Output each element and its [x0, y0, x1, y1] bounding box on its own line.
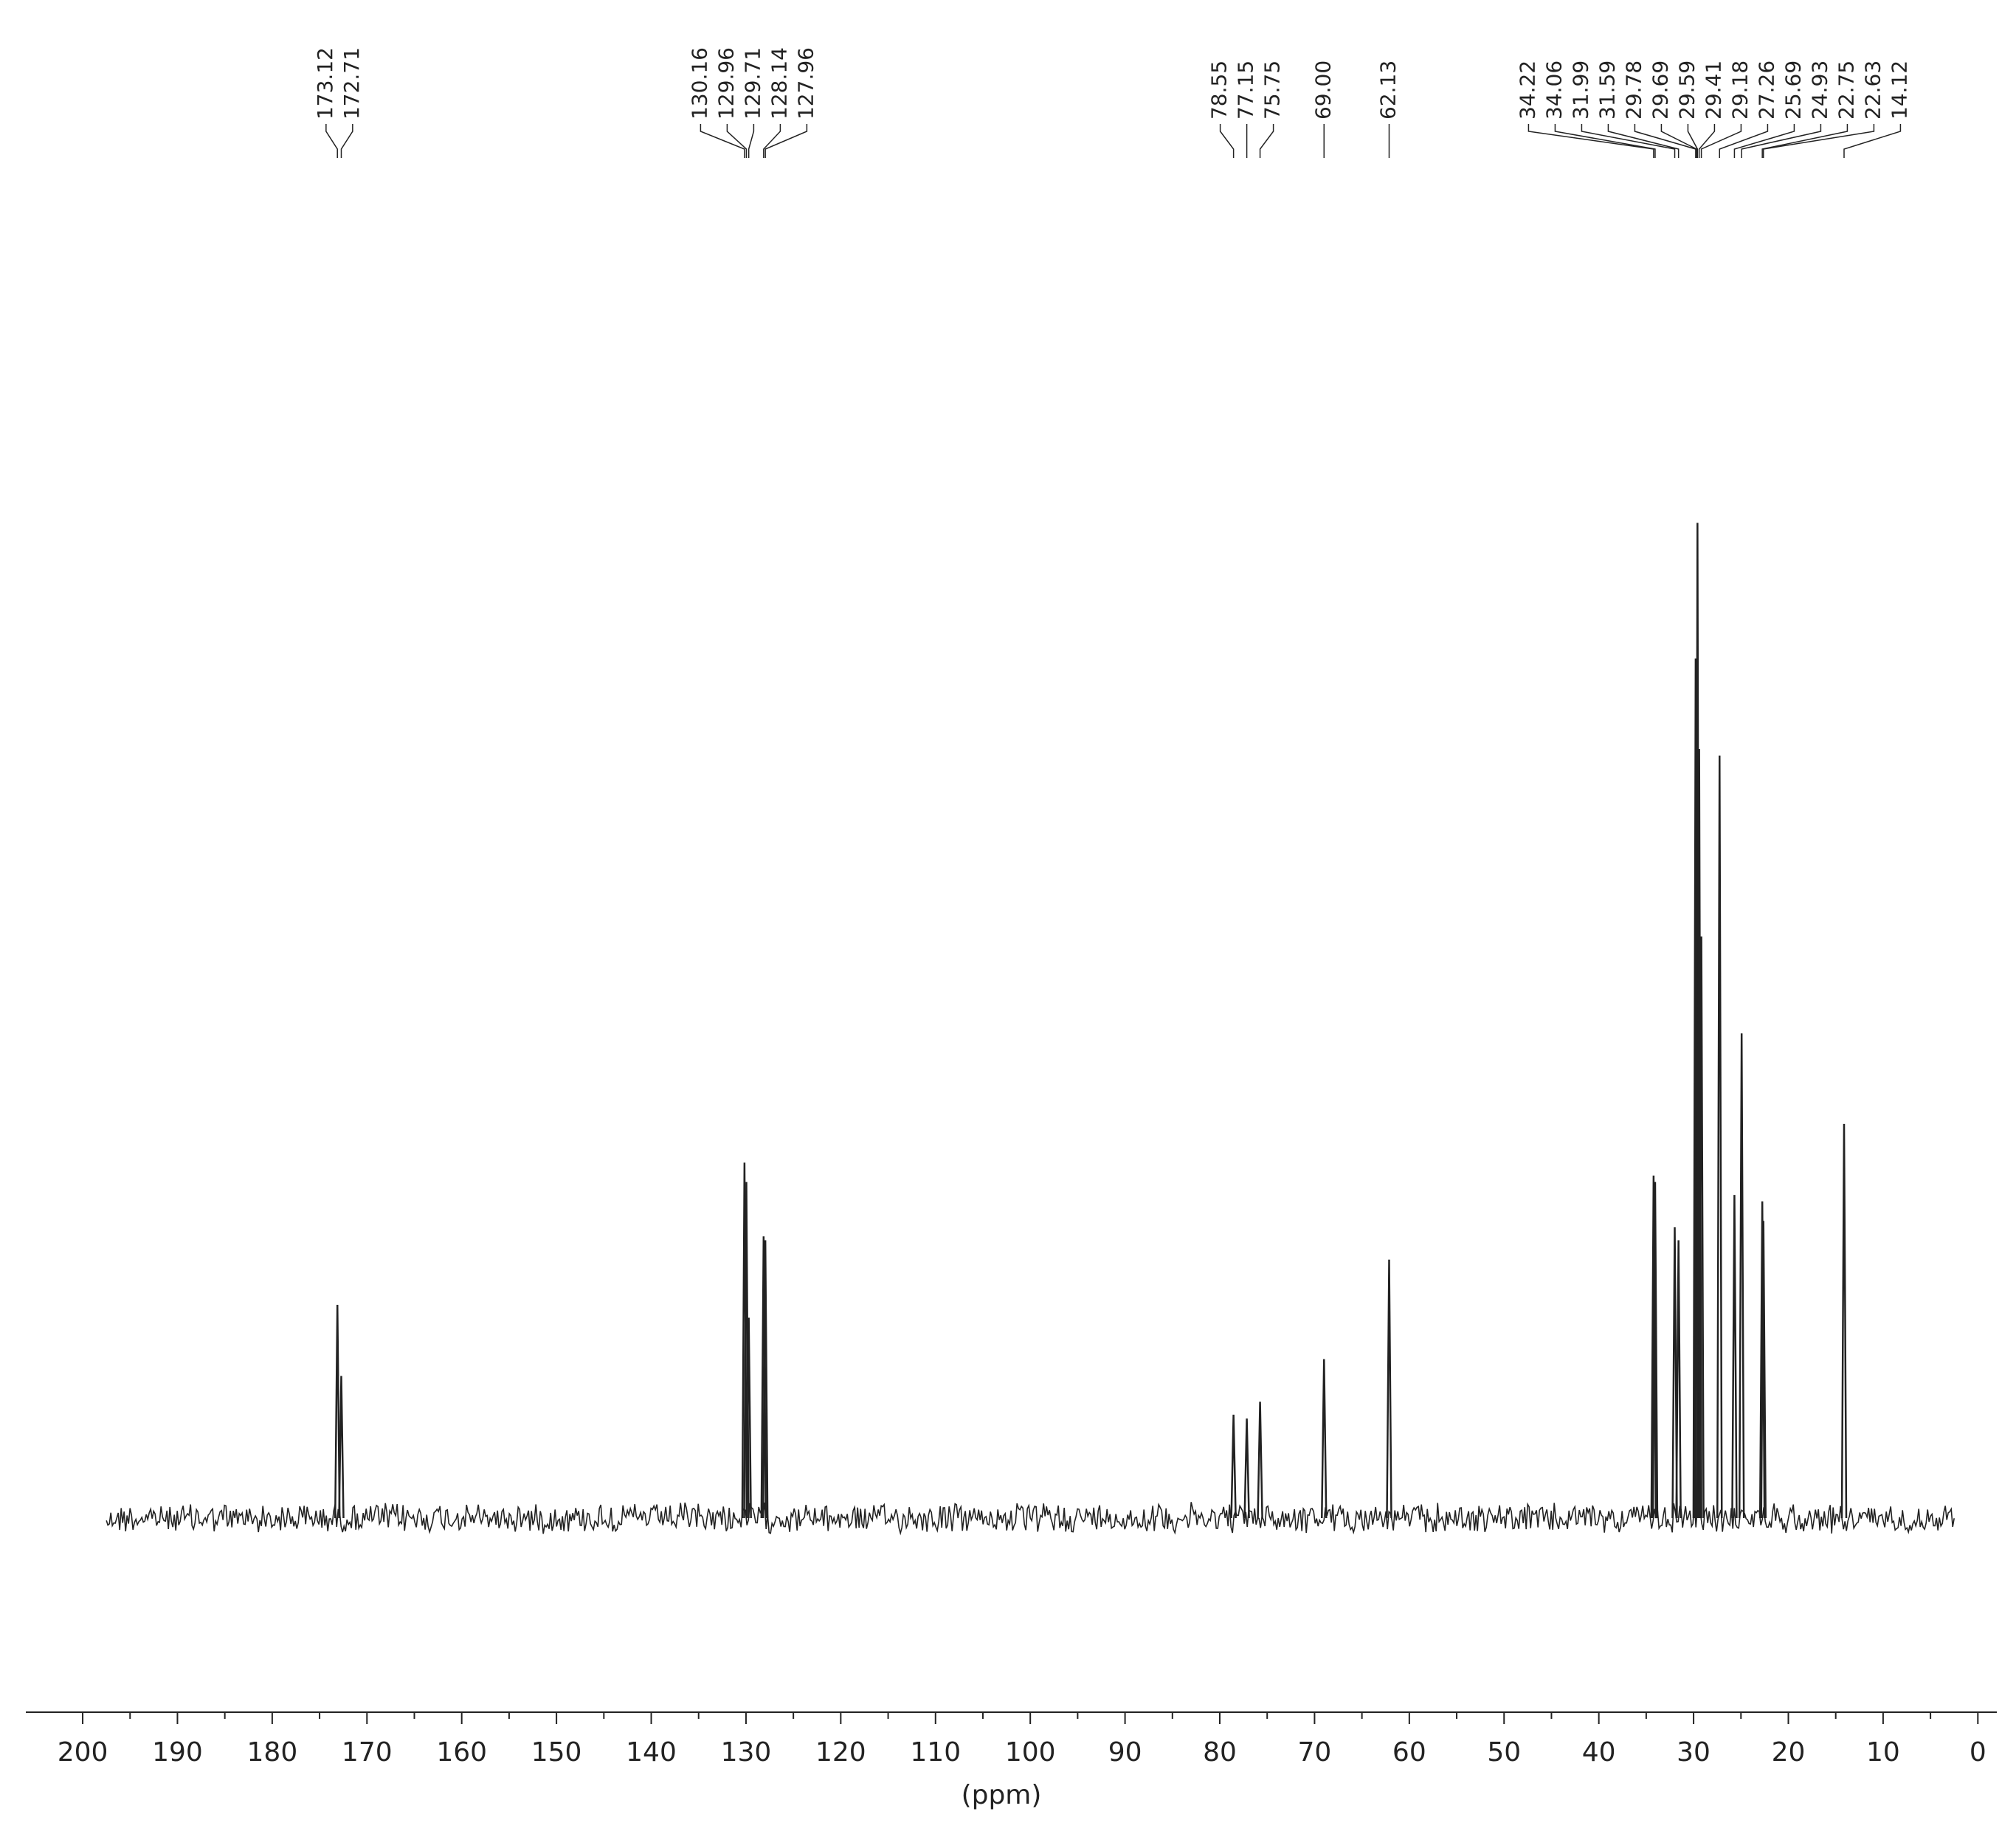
- x-tick-label: 10: [1866, 1737, 1900, 1768]
- peak-label: 29.59: [1674, 61, 1699, 120]
- peak-label-connector: [1733, 124, 1795, 158]
- peak: [1675, 1240, 1682, 1519]
- peak: [1321, 1359, 1328, 1519]
- x-tick-label: 160: [436, 1737, 487, 1768]
- peak: [1257, 1401, 1263, 1519]
- peak: [1738, 1033, 1745, 1519]
- peak-label-connector: [763, 124, 781, 158]
- peak-label-connector: [748, 124, 755, 158]
- peak-label-connector: [1698, 124, 1716, 158]
- x-tick-label: 30: [1677, 1737, 1711, 1768]
- peak-label-connector: [1634, 124, 1696, 158]
- peak-label: 29.18: [1727, 61, 1752, 120]
- x-tick-label: 180: [247, 1737, 298, 1768]
- peak-label: 34.06: [1542, 61, 1566, 120]
- peak-label-connector: [1581, 124, 1676, 158]
- peak-label-connector: [1259, 124, 1274, 158]
- baseline-noise: [106, 1502, 1955, 1536]
- peak: [1243, 1418, 1250, 1519]
- peak-label-connector: [764, 124, 808, 158]
- peak: [1651, 1182, 1659, 1519]
- peak-label-connector: [700, 124, 745, 158]
- peak-label-connector: [340, 124, 353, 158]
- peak: [762, 1240, 769, 1519]
- x-tick-label: 130: [721, 1737, 772, 1768]
- peak: [1230, 1414, 1237, 1519]
- peak-label-connector: [325, 124, 338, 158]
- peak-label-connector: [1761, 124, 1848, 158]
- peak-label: 127.96: [793, 47, 818, 120]
- x-tick-label: 170: [342, 1737, 393, 1768]
- peak: [338, 1376, 345, 1519]
- peak-label-connector: [726, 124, 748, 158]
- x-tick-label: 140: [626, 1737, 677, 1768]
- peak: [1698, 936, 1705, 1519]
- peak: [1694, 523, 1701, 1519]
- peak-label: 14.12: [1887, 61, 1911, 120]
- x-tick-label: 40: [1582, 1737, 1616, 1768]
- x-axis-label: (ppm): [962, 1780, 1042, 1810]
- peak: [1650, 1175, 1657, 1519]
- x-tick-label: 120: [815, 1737, 866, 1768]
- peak-label: 29.78: [1621, 61, 1646, 120]
- peak: [741, 1162, 748, 1519]
- peak-label: 128.14: [767, 47, 791, 120]
- peak-label: 22.63: [1860, 61, 1885, 120]
- peak-label: 172.71: [339, 47, 364, 120]
- peak-label: 173.12: [313, 47, 337, 120]
- peak-label-connector: [1554, 124, 1656, 158]
- x-tick-label: 70: [1298, 1737, 1332, 1768]
- peak-label-connector: [1660, 124, 1697, 158]
- peak-label: 25.69: [1781, 61, 1805, 120]
- peak-label: 69.00: [1311, 61, 1335, 120]
- peak-label: 62.13: [1375, 61, 1400, 120]
- peak-label: 27.26: [1754, 61, 1778, 120]
- peak-label-connector: [1219, 124, 1235, 158]
- peak-label: 22.75: [1834, 61, 1858, 120]
- peak: [745, 1317, 752, 1519]
- peak-label-connector: [1607, 124, 1680, 158]
- peak-label: 129.96: [714, 47, 738, 120]
- x-tick-label: 100: [1005, 1737, 1056, 1768]
- x-tick-label: 150: [531, 1737, 582, 1768]
- peak-label-connector: [1719, 124, 1769, 158]
- peak-label: 24.93: [1807, 61, 1832, 120]
- peak-label: 29.69: [1648, 61, 1672, 120]
- x-tick-label: 80: [1203, 1737, 1237, 1768]
- x-tick-label: 60: [1392, 1737, 1426, 1768]
- x-tick-label: 90: [1108, 1737, 1142, 1768]
- peak-label: 31.99: [1568, 61, 1592, 120]
- peak-label-connector: [1700, 124, 1742, 158]
- x-tick-label: 200: [58, 1737, 108, 1768]
- peak-label: 130.16: [687, 47, 711, 120]
- x-tick-label: 0: [1970, 1737, 1986, 1768]
- x-tick-label: 20: [1772, 1737, 1806, 1768]
- peak-label-connector: [1762, 124, 1875, 158]
- peak: [1731, 1195, 1738, 1519]
- peak-label: 31.59: [1595, 61, 1619, 120]
- peak-label: 75.75: [1260, 61, 1285, 120]
- x-tick-label: 50: [1487, 1737, 1521, 1768]
- peak-label: 29.41: [1701, 61, 1725, 120]
- peak: [1840, 1123, 1848, 1519]
- peak-label: 34.22: [1515, 61, 1539, 120]
- peak-label-connector: [1687, 124, 1699, 158]
- peak: [1386, 1259, 1392, 1519]
- peak: [334, 1305, 341, 1519]
- peak-label: 77.15: [1234, 61, 1258, 120]
- peak: [1716, 755, 1723, 1519]
- peak-label-connector: [1741, 124, 1822, 158]
- peak: [760, 1236, 767, 1519]
- x-tick-label: 190: [152, 1737, 203, 1768]
- peak-label: 129.71: [740, 47, 764, 120]
- peak-label: 78.55: [1207, 61, 1232, 120]
- x-tick-label: 110: [910, 1737, 961, 1768]
- peak-label-connector: [1843, 124, 1902, 158]
- peak: [1758, 1201, 1766, 1519]
- peak-label-connector: [1527, 124, 1654, 158]
- peak: [1760, 1221, 1767, 1519]
